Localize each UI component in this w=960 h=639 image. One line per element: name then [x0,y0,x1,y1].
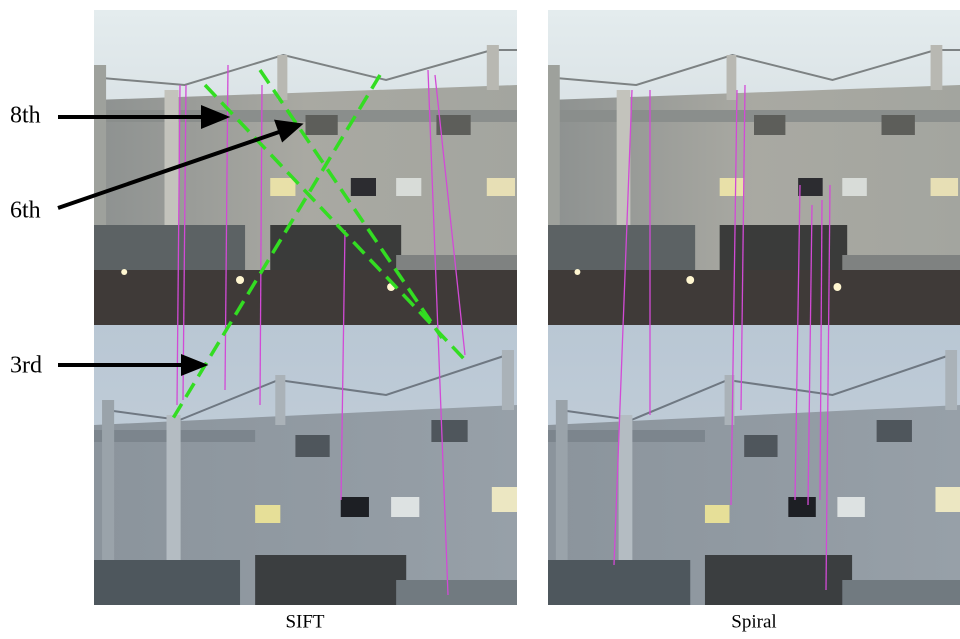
caption: Spiral [731,611,776,632]
photo [548,10,960,325]
caption: SIFT [285,611,324,632]
annotation: 8th [10,103,41,129]
figure: 8th 6th 3rd SIFT Spiral [0,0,960,639]
photo [548,325,960,605]
annotation: 6th [10,198,41,224]
annotation: 3rd [10,353,42,379]
photo [94,10,517,325]
page: {"annotations": ["8th", "6th", "3rd"], "… [0,0,960,639]
